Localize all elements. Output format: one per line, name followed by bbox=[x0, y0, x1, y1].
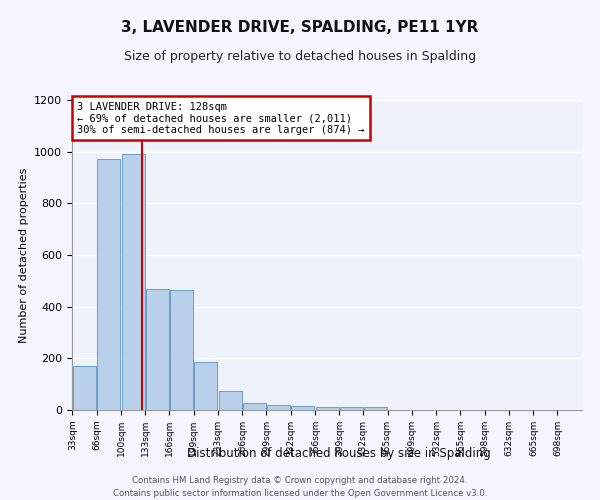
Bar bbox=[316, 408, 339, 410]
Bar bbox=[340, 408, 363, 410]
Bar bbox=[291, 406, 314, 410]
Bar bbox=[170, 290, 193, 410]
Bar bbox=[242, 403, 266, 410]
Text: Contains HM Land Registry data © Crown copyright and database right 2024.
Contai: Contains HM Land Registry data © Crown c… bbox=[113, 476, 487, 498]
Bar bbox=[194, 362, 217, 410]
Y-axis label: Number of detached properties: Number of detached properties bbox=[19, 168, 29, 342]
Text: Size of property relative to detached houses in Spalding: Size of property relative to detached ho… bbox=[124, 50, 476, 63]
Text: 3, LAVENDER DRIVE, SPALDING, PE11 1YR: 3, LAVENDER DRIVE, SPALDING, PE11 1YR bbox=[121, 20, 479, 35]
Bar bbox=[122, 154, 145, 410]
Bar bbox=[97, 160, 121, 410]
Bar bbox=[146, 288, 169, 410]
Bar bbox=[267, 405, 290, 410]
Text: Distribution of detached houses by size in Spalding: Distribution of detached houses by size … bbox=[187, 448, 491, 460]
Bar bbox=[218, 390, 242, 410]
Bar bbox=[73, 366, 97, 410]
Bar bbox=[364, 408, 387, 410]
Text: 3 LAVENDER DRIVE: 128sqm
← 69% of detached houses are smaller (2,011)
30% of sem: 3 LAVENDER DRIVE: 128sqm ← 69% of detach… bbox=[77, 102, 365, 134]
